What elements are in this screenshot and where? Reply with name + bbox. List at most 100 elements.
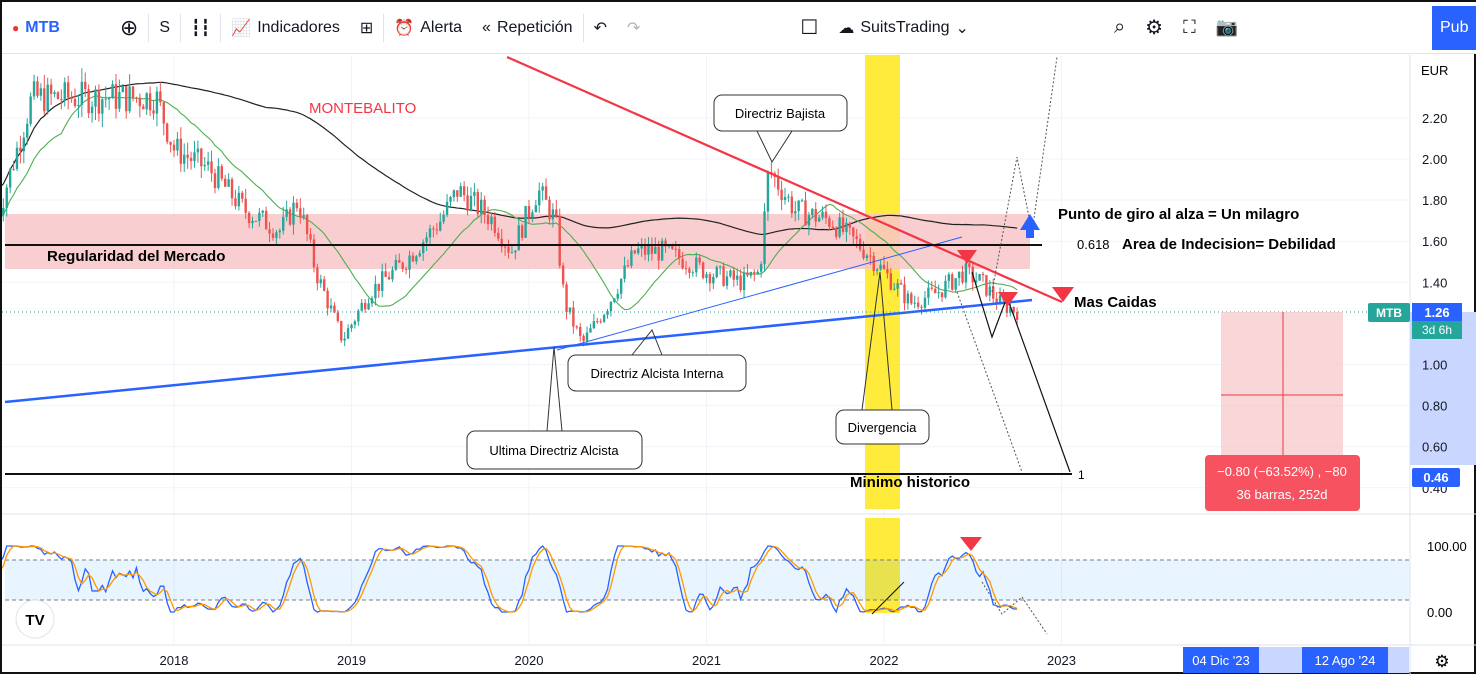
ultima-directriz-alcista-label: Ultima Directriz Alcista xyxy=(489,443,619,458)
candle xyxy=(869,255,872,257)
candle xyxy=(165,123,169,142)
candle xyxy=(101,99,104,114)
measure-label-box xyxy=(1205,455,1360,511)
candles-icon: ┇┇ xyxy=(191,19,211,37)
candle xyxy=(794,211,797,214)
callout-pointers xyxy=(546,130,893,432)
candle xyxy=(961,271,964,283)
candle xyxy=(838,217,841,237)
candle xyxy=(606,311,609,315)
candle xyxy=(384,271,387,277)
settings-button[interactable]: ⚙ xyxy=(1135,2,1173,53)
candle xyxy=(408,255,411,270)
candle xyxy=(435,229,439,231)
last-price: 1.26 xyxy=(1424,305,1449,320)
candle xyxy=(230,179,234,199)
redo-button[interactable]: ↷ xyxy=(617,2,650,53)
alert-button[interactable]: ⏰ Alerta xyxy=(394,18,463,37)
down-arrow-icon xyxy=(998,292,1018,306)
time-tick: 2020 xyxy=(515,653,544,668)
projection-dotted-down xyxy=(956,291,1023,473)
indicators-icon: 📈 xyxy=(231,19,252,37)
candle xyxy=(944,280,947,298)
candle xyxy=(104,98,107,100)
candle xyxy=(271,233,275,238)
snapshot-button[interactable]: 📷 xyxy=(1206,2,1248,53)
candle xyxy=(626,265,630,267)
compare-button[interactable]: ⊕ xyxy=(110,2,148,53)
currency-selector[interactable]: EUR xyxy=(1421,63,1448,78)
bar-countdown: 3d 6h xyxy=(1422,323,1452,337)
time-tick: 2022 xyxy=(870,653,899,668)
top-toolbar: ● MTB ⊕ S ┇┇ 📈 Indicadores ⊞ ⏰ Alerta «Repe… xyxy=(2,2,1476,54)
replay-button[interactable]: «Repetición xyxy=(482,18,573,36)
candle xyxy=(374,283,377,299)
indicators-button[interactable]: 📈 Indicadores xyxy=(231,18,340,37)
projection-path xyxy=(971,271,1071,473)
candle xyxy=(985,275,988,296)
layouts-button[interactable]: ⊞ xyxy=(350,2,383,53)
candle xyxy=(309,234,312,240)
candle xyxy=(29,96,32,124)
time-axis[interactable]: 2018 2019 2020 2021 2022 2023 xyxy=(160,653,1076,668)
tradingview-logo xyxy=(15,599,55,639)
candle xyxy=(1012,307,1015,312)
chevron-down-icon: ⌄ xyxy=(955,19,969,37)
candle xyxy=(312,239,316,268)
fullscreen-box-button[interactable]: ☐ xyxy=(790,2,828,53)
search-button[interactable]: ⌕ xyxy=(1104,2,1135,53)
candle xyxy=(179,138,183,164)
settings-gear-icon[interactable]: ⚙ xyxy=(1434,652,1449,671)
candle xyxy=(742,272,746,291)
candle xyxy=(981,274,985,276)
candle xyxy=(811,208,814,216)
ultima-directriz-alcista-line[interactable] xyxy=(4,298,1033,404)
candle xyxy=(934,288,937,294)
price-axis[interactable]: 2.202.001.801.601.401.000.800.600.40 xyxy=(1422,111,1447,496)
directriz-bajista-line[interactable] xyxy=(506,55,1063,304)
candle xyxy=(817,217,821,222)
candle xyxy=(964,263,968,283)
candle xyxy=(715,267,718,277)
yearly-highlight-osc xyxy=(865,518,900,613)
candle xyxy=(319,279,322,284)
candle xyxy=(346,328,350,339)
candle xyxy=(275,232,278,238)
candle xyxy=(292,202,295,225)
undo-button[interactable]: ↶ xyxy=(584,2,617,53)
candle xyxy=(46,84,49,112)
chart-type-button[interactable]: ┇┇ xyxy=(181,2,220,53)
caidas-label: Mas Caidas xyxy=(1074,294,1157,311)
time-tick: 2019 xyxy=(337,653,366,668)
candle xyxy=(445,201,449,215)
candle xyxy=(196,148,200,153)
candle xyxy=(459,186,462,197)
candle xyxy=(26,123,29,138)
directriz-alcista-interna-line[interactable] xyxy=(556,236,963,351)
search-icon: ⌕ xyxy=(1113,16,1126,38)
interval-button[interactable]: S xyxy=(159,18,171,36)
measure-area[interactable] xyxy=(1221,312,1343,457)
time-tick: 2023 xyxy=(1047,653,1076,668)
candle xyxy=(701,262,705,278)
symbol-button[interactable]: ● MTB xyxy=(12,18,60,36)
candle xyxy=(732,270,736,280)
candle xyxy=(8,168,12,188)
candle xyxy=(910,293,913,304)
candle xyxy=(1005,300,1009,313)
candle xyxy=(565,284,568,313)
fullscreen-button[interactable]: ⛶ xyxy=(1173,2,1206,53)
candle xyxy=(729,270,732,277)
candle xyxy=(80,81,84,105)
tradingview-logo-icon: TV xyxy=(25,612,44,629)
publish-button[interactable]: Pub xyxy=(1432,6,1476,50)
candle xyxy=(343,338,346,341)
layout-name-button[interactable]: ☁ SuitsTrading ⌄ xyxy=(838,18,969,37)
candle xyxy=(169,141,172,145)
candle xyxy=(852,227,855,237)
square-icon: ☐ xyxy=(800,17,819,39)
candle xyxy=(90,106,94,114)
candle xyxy=(391,269,394,280)
candle xyxy=(77,104,80,107)
